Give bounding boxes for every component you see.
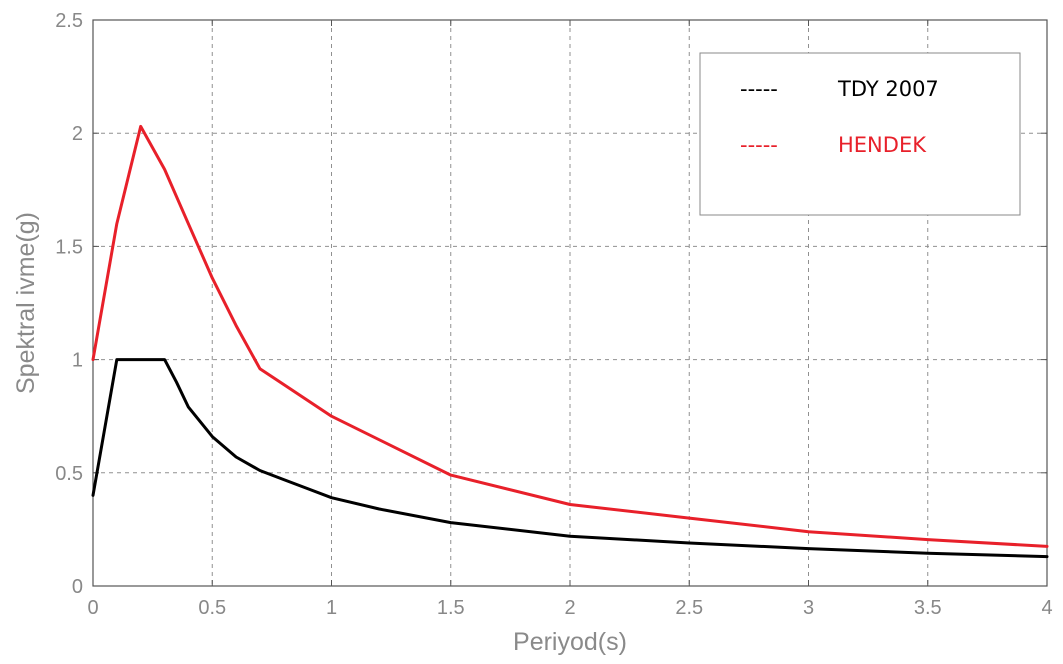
y-tick-label: 2 (72, 123, 83, 145)
y-tick-label: 0.5 (55, 463, 83, 485)
x-tick-label: 2 (564, 597, 575, 619)
legend-label-tdy-2007: TDY 2007 (837, 77, 939, 101)
x-tick-label: 1 (326, 597, 337, 619)
x-tick-label: 0.5 (198, 597, 226, 619)
legend: ----- TDY 2007 ----- HENDEK (699, 52, 1021, 216)
axis-ticks: 0 0.5 1 1.5 2 2.5 3 3.5 4 0 0.5 1 1.5 2 2.5 (55, 10, 1052, 619)
legend-marker-hendek: ----- (740, 133, 778, 157)
x-tick-label: 0 (87, 597, 98, 619)
legend-marker-tdy-2007: ----- (740, 77, 778, 101)
y-tick-label: 1 (72, 350, 83, 372)
x-axis-title: Periyod(s) (513, 628, 627, 656)
series-line-tdy-2007 (91, 358, 1049, 559)
x-tick-label: 2.5 (675, 597, 703, 619)
x-tick-label: 4 (1041, 597, 1052, 619)
y-tick-label: 1.5 (55, 236, 83, 258)
series-lines (91, 124, 1049, 559)
legend-box (699, 52, 1021, 216)
x-tick-label: 3 (803, 597, 814, 619)
y-tick-label: 2.5 (55, 10, 83, 32)
y-axis-title: Spektral ivme(g) (12, 212, 40, 394)
x-tick-label: 1.5 (437, 597, 465, 619)
legend-label-hendek: HENDEK (838, 133, 927, 157)
series-line-hendek (91, 124, 1049, 548)
x-tick-label: 3.5 (914, 597, 942, 619)
y-tick-label: 0 (72, 576, 83, 598)
